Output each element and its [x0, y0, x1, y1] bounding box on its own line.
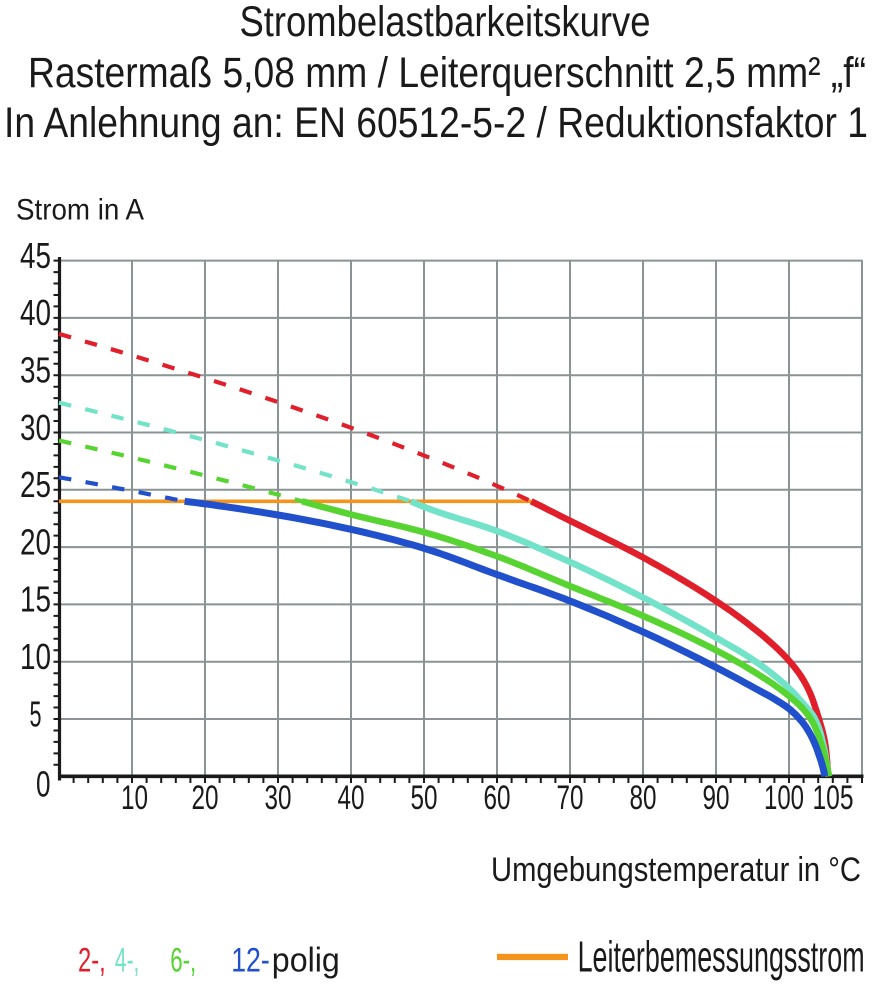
- svg-text:12-: 12-: [231, 942, 270, 980]
- svg-text:In Anlehnung an: EN 60512-5-2: In Anlehnung an: EN 60512-5-2 / Reduktio…: [4, 100, 868, 147]
- svg-text:45: 45: [20, 235, 51, 276]
- svg-text:60: 60: [484, 779, 511, 817]
- svg-text:Rastermaß 5,08 mm / Leiterquer: Rastermaß 5,08 mm / Leiterquerschnitt 2,…: [28, 50, 866, 97]
- svg-text:105: 105: [813, 779, 854, 817]
- svg-text:15: 15: [20, 579, 51, 620]
- svg-text:80: 80: [630, 779, 657, 817]
- svg-text:Umgebungstemperatur in °C: Umgebungstemperatur in °C: [491, 851, 861, 889]
- svg-text:30: 30: [20, 407, 51, 448]
- svg-text:40: 40: [338, 779, 365, 817]
- svg-text:Leiterbemessungsstrom: Leiterbemessungsstrom: [578, 932, 865, 981]
- svg-text:4-,: 4-,: [115, 942, 140, 980]
- svg-text:100: 100: [764, 779, 804, 817]
- svg-text:50: 50: [411, 779, 438, 817]
- svg-text:35: 35: [20, 350, 51, 391]
- svg-text:polig: polig: [272, 942, 340, 980]
- svg-text:2-,: 2-,: [78, 942, 106, 980]
- svg-text:30: 30: [265, 779, 292, 817]
- svg-text:5: 5: [30, 693, 42, 734]
- svg-text:Strom in A: Strom in A: [16, 194, 144, 227]
- svg-text:20: 20: [20, 521, 51, 562]
- svg-text:6-,: 6-,: [170, 942, 196, 980]
- svg-text:10: 10: [121, 779, 148, 817]
- svg-text:90: 90: [703, 779, 730, 817]
- svg-text:20: 20: [192, 779, 219, 817]
- svg-text:Strombelastbarkeitskurve: Strombelastbarkeitskurve: [240, 0, 651, 46]
- svg-text:10: 10: [20, 636, 51, 677]
- svg-text:25: 25: [20, 464, 51, 505]
- svg-text:40: 40: [20, 292, 51, 333]
- svg-text:70: 70: [557, 779, 584, 817]
- svg-text:0: 0: [36, 763, 51, 804]
